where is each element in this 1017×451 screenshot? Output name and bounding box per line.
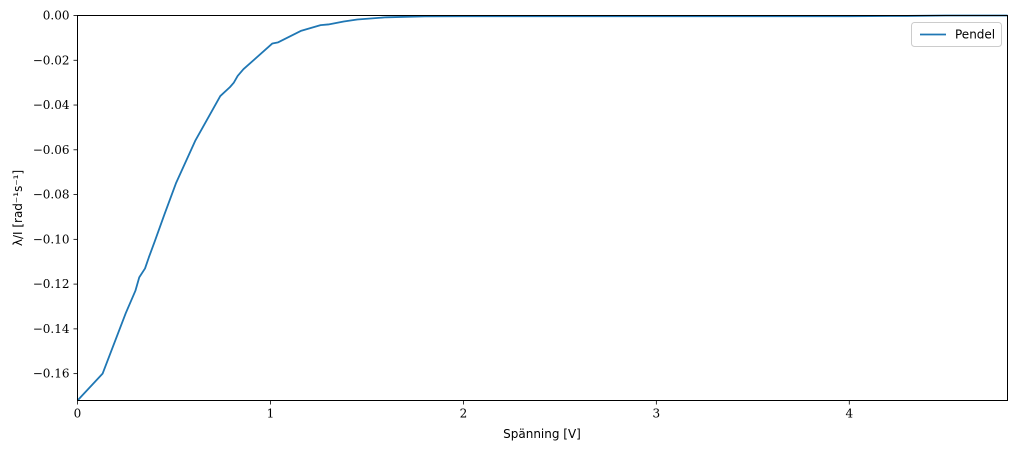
y-tick-label: −0.04 xyxy=(33,98,70,112)
x-tick-label: 0 xyxy=(74,407,82,421)
x-tick-label: 4 xyxy=(845,407,853,421)
y-tick-label: −0.08 xyxy=(33,188,70,202)
legend-box xyxy=(911,22,1002,47)
legend: Pendel xyxy=(911,22,1002,47)
x-tick-label: 2 xyxy=(460,407,468,421)
plot-area xyxy=(76,14,1008,402)
y-tick-label: −0.16 xyxy=(33,367,70,381)
legend-label-pendel: Pendel xyxy=(955,28,995,42)
y-tick-label: −0.14 xyxy=(33,322,70,336)
x-tick-label: 1 xyxy=(267,407,275,421)
y-axis-ticks: 0.00 −0.02 −0.04 −0.06 −0.08 −0.10 −0.12 −0.14 −… xyxy=(33,9,78,381)
x-axis-ticks: 0 1 2 3 4 xyxy=(74,400,853,421)
series-layer xyxy=(76,14,1008,402)
y-axis-label: λ/I [rad⁻¹s⁻¹] xyxy=(11,170,25,246)
y-tick-label: −0.10 xyxy=(33,232,70,246)
axes-frame xyxy=(77,15,1008,401)
x-tick-label: 3 xyxy=(653,407,661,421)
y-tick-label: −0.02 xyxy=(33,53,70,67)
y-tick-label: 0.00 xyxy=(43,9,70,23)
y-tick-label: −0.12 xyxy=(33,277,70,291)
y-tick-label: −0.06 xyxy=(33,143,70,157)
x-axis-label: Spänning [V] xyxy=(503,427,581,441)
series-line-pendel xyxy=(76,14,1008,402)
